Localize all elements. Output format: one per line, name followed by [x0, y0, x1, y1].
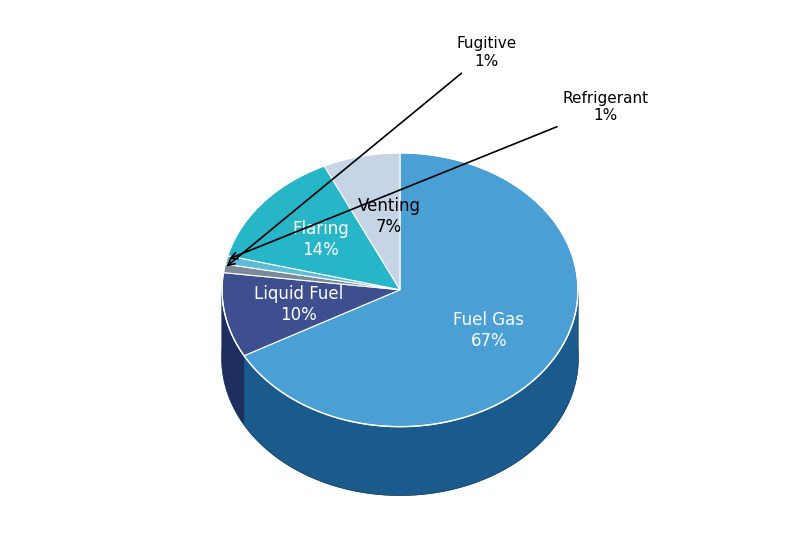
Text: Liquid Fuel
10%: Liquid Fuel 10% [254, 285, 343, 324]
Text: Refrigerant
1%: Refrigerant 1% [230, 91, 649, 259]
Polygon shape [222, 221, 578, 495]
Polygon shape [244, 293, 578, 495]
Polygon shape [223, 264, 400, 290]
Polygon shape [222, 273, 400, 356]
Text: Venting
7%: Venting 7% [358, 197, 420, 236]
Polygon shape [225, 255, 400, 290]
Polygon shape [228, 166, 400, 290]
Text: Flaring
14%: Flaring 14% [292, 220, 349, 259]
Polygon shape [244, 153, 578, 427]
Text: Fuel Gas
67%: Fuel Gas 67% [454, 311, 524, 349]
Polygon shape [222, 290, 244, 424]
Polygon shape [324, 153, 400, 290]
Polygon shape [222, 290, 578, 495]
Text: Fugitive
1%: Fugitive 1% [228, 36, 517, 266]
